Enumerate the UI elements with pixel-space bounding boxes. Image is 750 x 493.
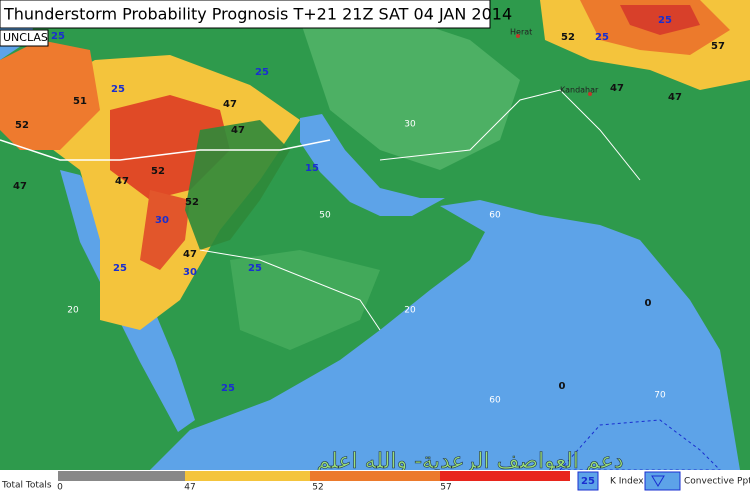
grid-label: 60: [489, 211, 501, 221]
k-index-label: 15: [305, 163, 319, 174]
total-totals-label: 47: [668, 92, 682, 103]
scale-tick-label: 0: [57, 483, 63, 493]
k-index-label: 30: [183, 267, 197, 278]
title: Thunderstorm Probability Prognosis T+21 …: [3, 5, 512, 24]
total-totals-label: 47: [183, 249, 197, 260]
convective-legend: Convective Pptn: [684, 477, 750, 487]
total-totals-label: 47: [223, 99, 237, 110]
total-totals-label: 52: [185, 197, 199, 208]
footer: [0, 470, 750, 493]
grid-label: 70: [654, 391, 666, 401]
city-label: Herat: [510, 28, 532, 37]
map: [0, 0, 750, 471]
total-totals-label: 47: [610, 83, 624, 94]
grid-label: 30: [404, 120, 416, 130]
scale-tick-label: 57: [440, 483, 451, 493]
grid-label: 20: [404, 306, 416, 316]
grid-label: 50: [319, 211, 331, 221]
convective-label: 0: [559, 381, 566, 392]
total-totals-label: 47: [13, 181, 27, 192]
city-marker: [516, 34, 520, 38]
k-index-label: 25: [113, 263, 127, 274]
k-index-label: 30: [155, 215, 169, 226]
k-index-label: 25: [221, 383, 235, 394]
k-index-label: 25: [595, 32, 609, 43]
total-totals-label: 52: [15, 120, 29, 131]
k-index-label: 25: [51, 31, 65, 42]
title-box: [0, 0, 491, 29]
total-totals-label: 47: [231, 125, 245, 136]
convective-label: 0: [645, 298, 652, 309]
total-totals-label: 57: [711, 41, 725, 52]
city-label: Kandahar: [560, 86, 599, 95]
scale-tick-label: 47: [184, 483, 195, 493]
k-index-label: 25: [255, 67, 269, 78]
classification-box: [0, 29, 49, 47]
total-totals-label: 52: [561, 32, 575, 43]
k-index-legend: K Index: [610, 477, 644, 487]
grid-label: 20: [67, 306, 79, 316]
city-marker: [588, 92, 592, 96]
k-index-label: 25: [658, 15, 672, 26]
k-index-label: 25: [248, 263, 262, 274]
total-totals-label: 52: [151, 166, 165, 177]
grid-label: 60: [489, 396, 501, 406]
scale-tick-label: 52: [312, 483, 323, 493]
k-index-sample: 25: [581, 476, 595, 487]
scale-title: Total Totals: [1, 481, 52, 491]
k-index-label: 25: [111, 84, 125, 95]
total-totals-label: 47: [115, 176, 129, 187]
classification: UNCLAS: [3, 31, 48, 44]
total-totals-label: 51: [73, 96, 87, 107]
